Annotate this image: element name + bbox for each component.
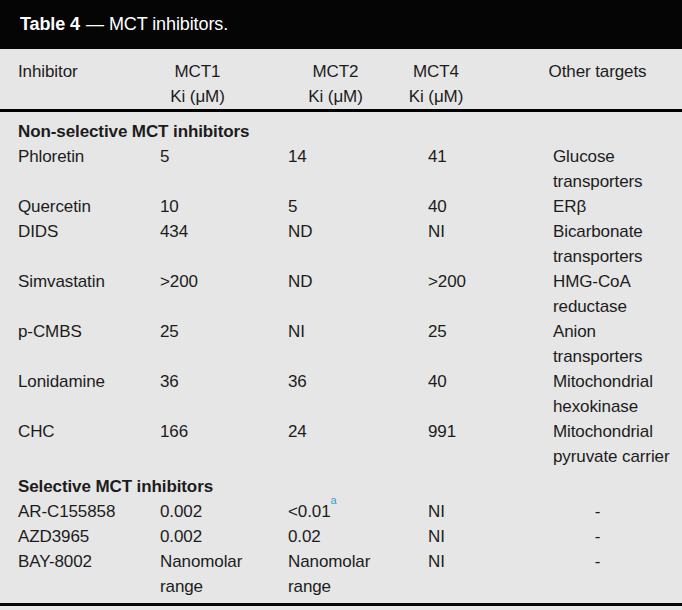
cell-mct2-ki: NI xyxy=(280,319,405,369)
cell-other-targets: HMG-CoA reductase xyxy=(525,269,682,319)
cell-mct2-ki: 0.02 xyxy=(280,524,405,549)
table-4-figure: Table 4 — MCT inhibitors. Inhibitor MCT1… xyxy=(0,0,682,610)
cell-other-targets: Glucose transporters xyxy=(525,144,682,194)
cell-mct2-ki: Nanomolar range xyxy=(280,549,405,599)
cell-inhibitor: p-CMBS xyxy=(0,319,155,369)
section-header-non-selective: Non-selective MCT inhibitors xyxy=(0,111,682,145)
table-row-pcmbs: p-CMBS 25 NI 25 Anion transporters xyxy=(0,319,682,369)
cell-inhibitor: DIDS xyxy=(0,219,155,269)
table-row-azd3965: AZD3965 0.002 0.02 NI - xyxy=(0,524,682,549)
cell-mct2-ki: 14 xyxy=(280,144,405,194)
cell-mct4-ki: 40 xyxy=(405,194,525,219)
table-header-row: Inhibitor MCT1 Ki (μM) MCT2 Ki (μM) MCT4… xyxy=(0,49,682,111)
cell-mct1-ki: >200 xyxy=(155,269,280,319)
section-header-selective: Selective MCT inhibitors xyxy=(0,469,682,499)
cell-mct2-ki: 5 xyxy=(280,194,405,219)
cell-mct4-ki: 41 xyxy=(405,144,525,194)
table-row-bay8002: BAY-8002 Nanomolar range Nanomolar range… xyxy=(0,549,682,599)
cell-other-targets: Anion transporters xyxy=(525,319,682,369)
table-row-arc155858: AR-C155858 0.002 <0.01a NI - xyxy=(0,499,682,524)
table-title-bar: Table 4 — MCT inhibitors. xyxy=(0,0,682,49)
cell-other-targets: Mitochondrial pyruvate carrier xyxy=(525,419,682,469)
table-row-dids: DIDS 434 ND NI Bicarbonate transporters xyxy=(0,219,682,269)
cell-mct1-ki: 5 xyxy=(155,144,280,194)
cell-other-targets: Mitochondrial hexokinase xyxy=(525,369,682,419)
column-header-mct4: MCT4 Ki (μM) xyxy=(405,49,525,111)
cell-inhibitor: Quercetin xyxy=(0,194,155,219)
cell-mct4-ki: 25 xyxy=(405,319,525,369)
table-number: Table 4 xyxy=(20,14,80,35)
column-header-mct2: MCT2 Ki (μM) xyxy=(280,49,405,111)
table-row-chc: CHC 166 24 991 Mitochondrial pyruvate ca… xyxy=(0,419,682,469)
cell-inhibitor: AR-C155858 xyxy=(0,499,155,524)
cell-inhibitor: AZD3965 xyxy=(0,524,155,549)
cell-mct2-ki: <0.01a xyxy=(280,499,405,524)
cell-mct1-ki: 0.002 xyxy=(155,524,280,549)
table-row-simvastatin: Simvastatin >200 ND >200 HMG-CoA reducta… xyxy=(0,269,682,319)
cell-mct1-ki: 10 xyxy=(155,194,280,219)
cell-inhibitor: Simvastatin xyxy=(0,269,155,319)
cell-other-targets: ERβ xyxy=(525,194,682,219)
cell-mct1-ki: 166 xyxy=(155,419,280,469)
table-row-lonidamine: Lonidamine 36 36 40 Mitochondrial hexoki… xyxy=(0,369,682,419)
cell-mct4-ki: NI xyxy=(405,499,525,524)
cell-mct1-ki: 36 xyxy=(155,369,280,419)
footnote-a-link[interactable]: a xyxy=(331,494,337,506)
table-caption: — MCT inhibitors. xyxy=(86,14,228,35)
mct2-value: <0.01 xyxy=(288,502,331,521)
table-row-quercetin: Quercetin 10 5 40 ERβ xyxy=(0,194,682,219)
cell-mct4-ki: NI xyxy=(405,549,525,599)
cell-mct4-ki: NI xyxy=(405,524,525,549)
cell-other-targets: - xyxy=(525,524,682,549)
bottom-rule xyxy=(0,603,682,606)
cell-mct2-ki: ND xyxy=(280,269,405,319)
cell-other-targets: - xyxy=(525,499,682,524)
cell-mct4-ki: >200 xyxy=(405,269,525,319)
table-row-phloretin: Phloretin 5 14 41 Glucose transporters xyxy=(0,144,682,194)
cell-mct1-ki: 25 xyxy=(155,319,280,369)
cell-inhibitor: CHC xyxy=(0,419,155,469)
column-header-mct1: MCT1 Ki (μM) xyxy=(155,49,280,111)
cell-mct4-ki: 40 xyxy=(405,369,525,419)
cell-inhibitor: Phloretin xyxy=(0,144,155,194)
cell-other-targets: Bicarbonate transporters xyxy=(525,219,682,269)
mct-inhibitors-table: Inhibitor MCT1 Ki (μM) MCT2 Ki (μM) MCT4… xyxy=(0,49,682,599)
cell-mct4-ki: 991 xyxy=(405,419,525,469)
cell-mct1-ki: 0.002 xyxy=(155,499,280,524)
column-header-other-targets: Other targets xyxy=(525,49,682,111)
cell-inhibitor: Lonidamine xyxy=(0,369,155,419)
column-header-inhibitor: Inhibitor xyxy=(0,49,155,111)
cell-mct4-ki: NI xyxy=(405,219,525,269)
cell-mct1-ki: Nanomolar range xyxy=(155,549,280,599)
cell-other-targets: - xyxy=(525,549,682,599)
cell-mct2-ki: ND xyxy=(280,219,405,269)
cell-mct2-ki: 24 xyxy=(280,419,405,469)
cell-mct1-ki: 434 xyxy=(155,219,280,269)
cell-inhibitor: BAY-8002 xyxy=(0,549,155,599)
cell-mct2-ki: 36 xyxy=(280,369,405,419)
